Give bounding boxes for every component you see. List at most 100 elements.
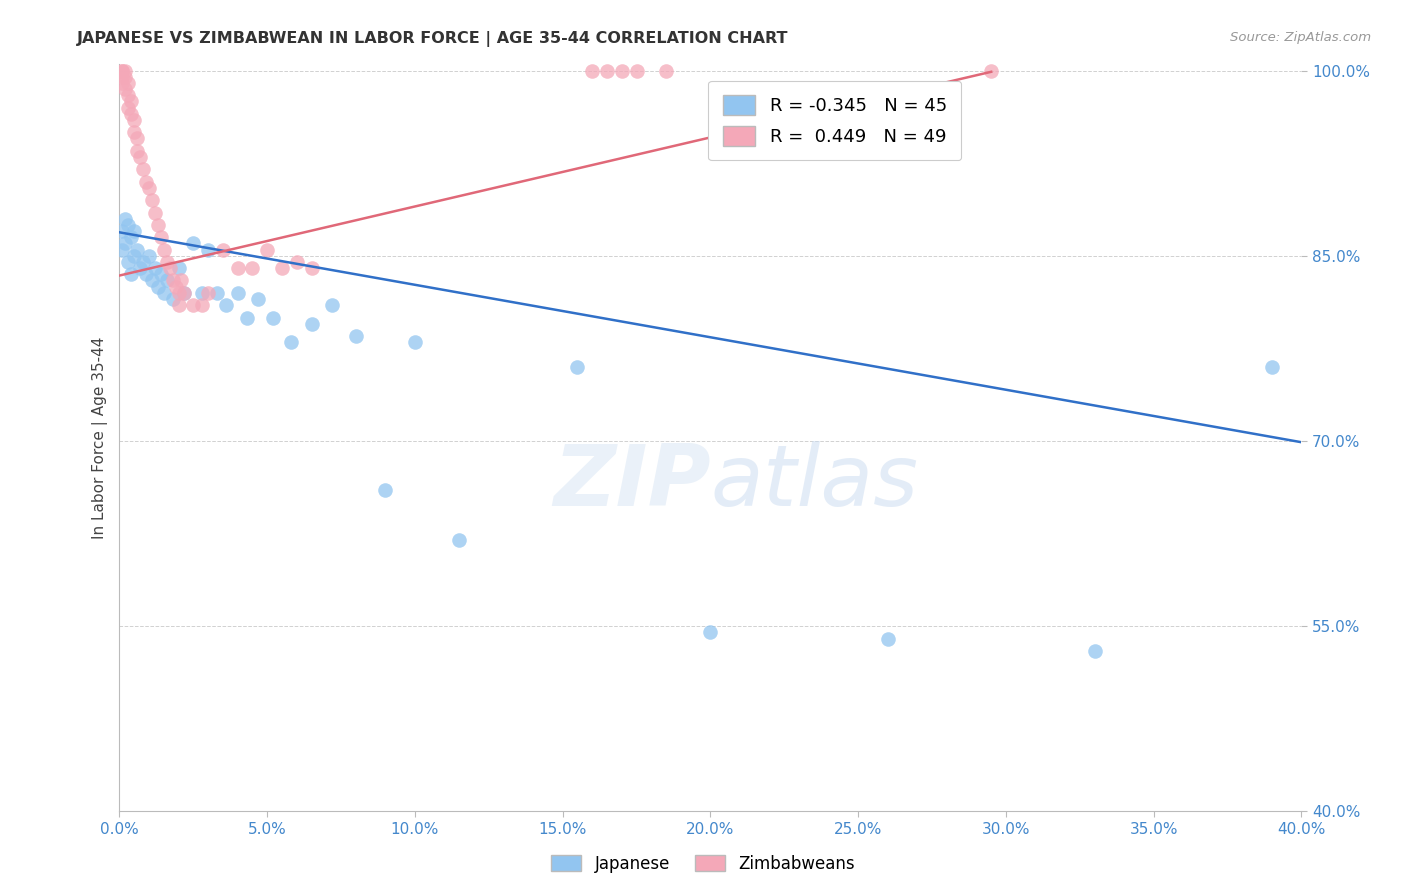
Point (127, 131, 149, 145)
Point (699, 625, 721, 640)
Point (404, 335, 426, 350)
Point (567, 359, 589, 374)
Point (143, 261, 166, 276)
Point (117, 76, 139, 90)
Point (111, 63, 134, 78)
Legend: Japanese, Zimbabweans: Japanese, Zimbabweans (544, 848, 862, 880)
Point (167, 298, 190, 312)
Point (197, 243, 219, 257)
Point (129, 150, 152, 164)
Point (111, 76, 134, 90)
Point (111, 243, 134, 257)
Point (122, 112, 145, 127)
Y-axis label: In Labor Force | Age 35-44: In Labor Force | Age 35-44 (93, 336, 108, 539)
Point (215, 298, 238, 312)
Point (301, 317, 323, 331)
Point (449, 533, 471, 547)
Point (135, 175, 157, 189)
Point (141, 273, 163, 287)
Point (226, 285, 249, 300)
Point (655, 63, 678, 78)
Point (162, 292, 184, 306)
Point (114, 63, 136, 78)
Point (114, 82, 136, 96)
Point (138, 181, 160, 195)
Point (191, 285, 214, 300)
Point (173, 285, 195, 300)
Point (285, 255, 308, 269)
Point (127, 144, 149, 158)
Point (167, 285, 190, 300)
Point (120, 107, 142, 121)
Point (162, 273, 184, 287)
Point (262, 310, 284, 325)
Point (156, 273, 179, 287)
Text: atlas: atlas (710, 442, 918, 524)
Point (122, 224, 145, 238)
Text: Source: ZipAtlas.com: Source: ZipAtlas.com (1230, 31, 1371, 45)
Point (212, 243, 235, 257)
Point (271, 261, 294, 276)
Point (152, 243, 174, 257)
Point (170, 273, 193, 287)
Point (159, 261, 181, 276)
Point (226, 261, 249, 276)
Point (165, 279, 187, 293)
Point (247, 292, 270, 306)
Point (242, 261, 264, 276)
Point (301, 261, 323, 276)
Point (197, 285, 219, 300)
Legend: R = -0.345   N = 45, R =  0.449   N = 49: R = -0.345 N = 45, R = 0.449 N = 49 (709, 81, 962, 161)
Point (149, 230, 172, 244)
Point (1084, 644, 1107, 658)
Point (117, 255, 139, 269)
Point (138, 249, 160, 263)
Point (111, 224, 134, 238)
Point (117, 88, 139, 103)
Point (120, 95, 142, 109)
Point (1261, 359, 1284, 374)
Text: ZIP: ZIP (553, 442, 710, 524)
Point (321, 298, 343, 312)
Point (596, 63, 619, 78)
Point (111, 70, 134, 84)
Point (127, 243, 149, 257)
Point (149, 268, 172, 282)
Point (191, 298, 214, 312)
Point (129, 261, 152, 276)
Point (374, 483, 396, 498)
Point (132, 162, 155, 177)
Point (120, 268, 142, 282)
Point (117, 101, 139, 115)
Point (146, 279, 169, 293)
Point (581, 63, 603, 78)
Point (120, 230, 142, 244)
Point (626, 63, 648, 78)
Point (235, 310, 257, 325)
Point (205, 285, 228, 300)
Point (122, 249, 145, 263)
Point (344, 329, 367, 343)
Point (181, 298, 204, 312)
Point (122, 125, 145, 139)
Point (117, 218, 139, 232)
Point (143, 205, 166, 219)
Point (114, 236, 136, 251)
Point (256, 243, 278, 257)
Point (280, 335, 302, 350)
Point (156, 255, 179, 269)
Point (980, 63, 1002, 78)
Point (141, 193, 163, 207)
Point (181, 236, 204, 251)
Point (610, 63, 633, 78)
Point (173, 285, 195, 300)
Text: JAPANESE VS ZIMBABWEAN IN LABOR FORCE | AGE 35-44 CORRELATION CHART: JAPANESE VS ZIMBABWEAN IN LABOR FORCE | … (77, 31, 789, 47)
Point (135, 268, 157, 282)
Point (152, 285, 174, 300)
Point (876, 632, 898, 646)
Point (114, 211, 136, 226)
Point (167, 261, 190, 276)
Point (146, 218, 169, 232)
Point (114, 70, 136, 84)
Point (111, 63, 134, 78)
